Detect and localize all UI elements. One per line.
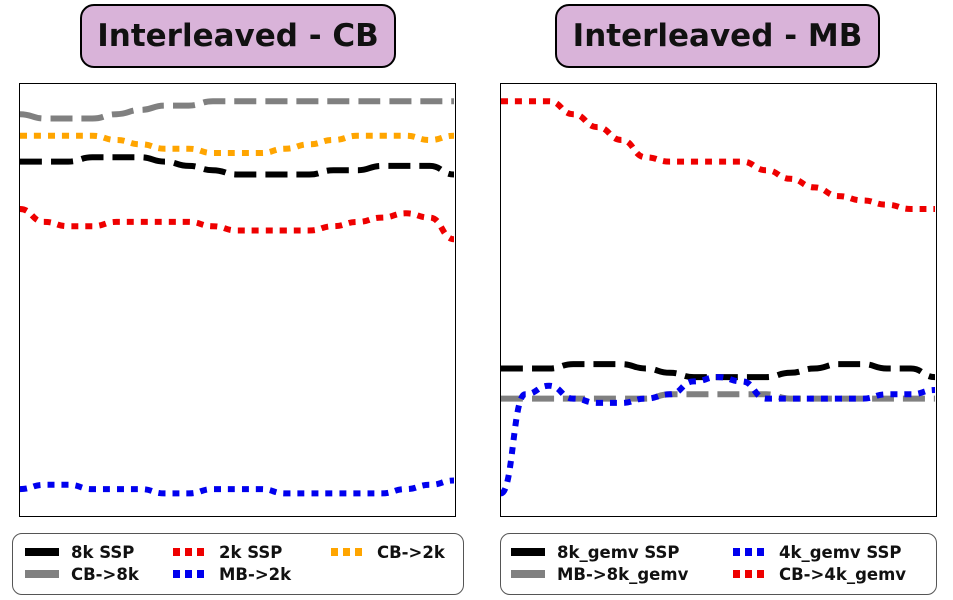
legend-swatch xyxy=(331,548,365,556)
legend-swatch xyxy=(173,548,207,556)
legend-label: MB->8k_gemv xyxy=(557,564,689,584)
series-line-cb-4k-gemv xyxy=(501,98,935,212)
line-chart-mb xyxy=(501,98,935,497)
legend-swatch xyxy=(173,570,207,578)
plot-area-mb xyxy=(500,83,937,517)
legend-label: 2k SSP xyxy=(219,542,283,562)
series-line-cb-8k xyxy=(20,98,454,122)
legend-label: CB->2k xyxy=(377,542,445,562)
legend-label: 8k_gemv SSP xyxy=(557,542,680,562)
legend-swatch xyxy=(733,570,767,578)
legend-item-8k-ssp: 8k SSP xyxy=(25,542,134,562)
chart-title-mb: Interleaved - MB xyxy=(555,4,880,68)
legend-swatch xyxy=(733,548,767,556)
legend-item-cb-8k: CB->8k xyxy=(25,564,139,584)
legend-label: MB->2k xyxy=(219,564,292,584)
legend-item-cb-2k: CB->2k xyxy=(331,542,445,562)
series-line-cb-2k xyxy=(20,132,454,156)
legend-label: 4k_gemv SSP xyxy=(779,542,902,562)
legend-swatch xyxy=(25,570,59,578)
legend-label: 8k SSP xyxy=(71,542,135,562)
legend-item-cb-4k-gemv: CB->4k_gemv xyxy=(733,564,906,584)
chart-title-cb: Interleaved - CB xyxy=(80,4,396,68)
legend-item-2k-ssp: 2k SSP xyxy=(173,542,282,562)
series-line-mb-2k xyxy=(20,477,454,497)
series-line-2k-ssp xyxy=(20,206,454,243)
legend-label: CB->4k_gemv xyxy=(779,564,907,584)
legend-cb: 8k SSP 2k SSP CB->2k CB->8k MB->2k xyxy=(12,533,464,595)
legend-swatch xyxy=(511,548,545,556)
line-chart-cb xyxy=(20,98,454,497)
series-line-8k-ssp xyxy=(20,154,454,178)
legend-item-mb-2k: MB->2k xyxy=(173,564,291,584)
legend-item-mb-8k-gemv: MB->8k_gemv xyxy=(511,564,688,584)
legend-swatch xyxy=(25,548,59,556)
legend-label: CB->8k xyxy=(71,564,139,584)
legend-item-8k-gemv-ssp: 8k_gemv SSP xyxy=(511,542,680,562)
legend-swatch xyxy=(511,570,545,578)
legend-item-4k-gemv-ssp: 4k_gemv SSP xyxy=(733,542,902,562)
legend-mb: 8k_gemv SSP MB->8k_gemv 4k_gemv SSP CB->… xyxy=(500,533,937,595)
